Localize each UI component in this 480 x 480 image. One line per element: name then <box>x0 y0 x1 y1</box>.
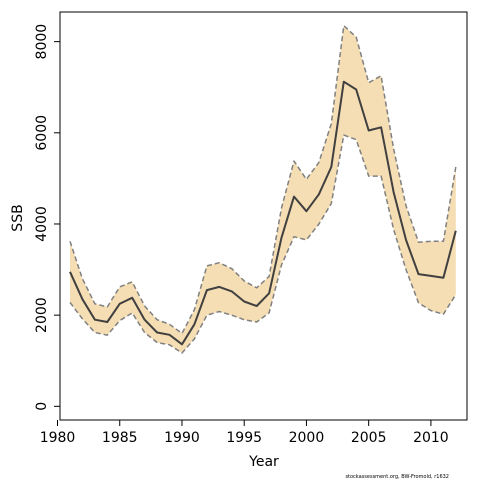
x-tick-label: 2005 <box>351 430 387 446</box>
y-axis-title: SSB <box>10 204 26 231</box>
x-axis: 1980 1985 1990 1995 2000 2005 2010 <box>40 420 449 446</box>
y-tick-label: 0 <box>34 402 50 411</box>
x-tick-label: 2000 <box>289 430 325 446</box>
confidence-band <box>70 25 456 353</box>
x-tick-label: 1995 <box>226 430 262 446</box>
x-tick-label: 1980 <box>40 430 76 446</box>
lower-bound-line <box>69 134 457 354</box>
x-tick-label: 1985 <box>102 430 138 446</box>
ssb-estimate-line <box>69 80 457 346</box>
x-tick-label: 1990 <box>164 430 200 446</box>
estimate-line-layer <box>69 80 457 346</box>
plot-frame <box>59 11 468 421</box>
y-tick-label: 2000 <box>34 297 50 333</box>
y-tick-label: 6000 <box>34 115 50 151</box>
y-axis: 0 2000 4000 6000 8000 <box>34 24 60 411</box>
y-tick-label: 8000 <box>34 24 50 60</box>
x-tick-label: 2010 <box>413 430 449 446</box>
upper-bound-line <box>69 24 457 335</box>
y-tick-label: 4000 <box>34 206 50 242</box>
x-axis-title: Year <box>248 454 279 470</box>
source-footnote: stockassessment.org, BW-Fromold, r1632 <box>345 474 449 480</box>
confidence-band-layer <box>69 24 457 354</box>
